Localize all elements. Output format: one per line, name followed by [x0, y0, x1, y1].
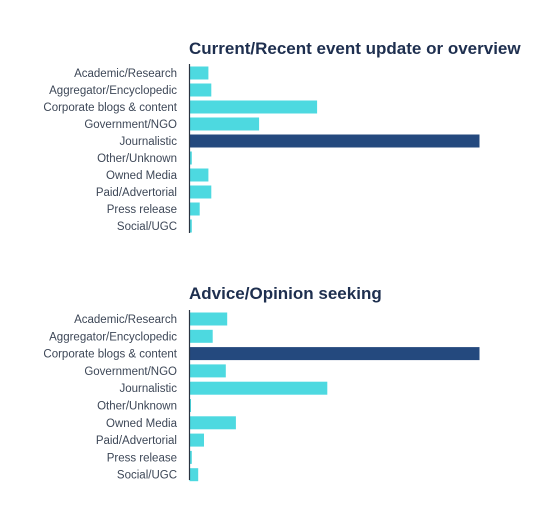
- category-label: Press release: [107, 452, 177, 464]
- bar: [189, 117, 260, 131]
- category-label: Other/Unknown: [97, 153, 177, 165]
- category-label: Aggregator/Encyclopedic: [49, 331, 177, 343]
- bar: [189, 312, 228, 326]
- category-label: Government/NGO: [84, 366, 177, 378]
- bar: [189, 151, 192, 165]
- category-label: Aggregator/Encyclopedic: [49, 85, 177, 97]
- bar: [189, 381, 328, 395]
- category-label: Social/UGC: [117, 470, 177, 482]
- bar: [189, 399, 191, 412]
- category-label: Academic/Research: [74, 314, 177, 326]
- bar: [189, 219, 192, 233]
- category-label: Journalistic: [119, 383, 177, 395]
- bar: [189, 66, 209, 80]
- category-label: Press release: [107, 204, 177, 216]
- bar: [189, 347, 480, 361]
- category-label: Journalistic: [119, 136, 177, 148]
- chart-title: Advice/Opinion seeking: [189, 284, 382, 303]
- bar: [189, 202, 200, 216]
- category-label: Paid/Advertorial: [96, 435, 177, 447]
- bar: [189, 329, 213, 343]
- category-label: Paid/Advertorial: [96, 187, 177, 199]
- category-label: Owned Media: [106, 418, 178, 430]
- category-label: Social/UGC: [117, 221, 177, 233]
- category-label: Other/Unknown: [97, 401, 177, 413]
- category-label: Government/NGO: [84, 119, 177, 131]
- bar: [189, 433, 204, 447]
- bar: [189, 185, 212, 199]
- bar: [189, 364, 226, 378]
- bar: [189, 416, 236, 430]
- category-label: Academic/Research: [74, 68, 177, 80]
- bar: [189, 168, 209, 182]
- chart-title: Current/Recent event update or overview: [189, 39, 521, 58]
- category-label: Corporate blogs & content: [43, 102, 177, 114]
- bar: [189, 134, 480, 148]
- bar: [189, 468, 199, 482]
- bar: [189, 83, 212, 97]
- category-label: Owned Media: [106, 170, 178, 182]
- bar: [189, 450, 192, 464]
- category-label: Corporate blogs & content: [43, 349, 177, 361]
- bar: [189, 100, 318, 114]
